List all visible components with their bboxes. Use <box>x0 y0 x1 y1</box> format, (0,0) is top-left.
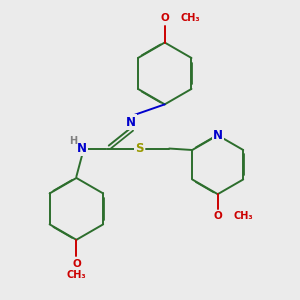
Text: H: H <box>69 136 77 146</box>
Text: CH₃: CH₃ <box>67 270 86 280</box>
Text: O: O <box>72 259 81 269</box>
Text: N: N <box>126 116 136 128</box>
Text: S: S <box>135 142 144 155</box>
Text: N: N <box>213 129 223 142</box>
Text: CH₃: CH₃ <box>234 211 254 221</box>
Text: O: O <box>213 211 222 221</box>
Text: CH₃: CH₃ <box>181 13 200 23</box>
Text: O: O <box>160 13 169 23</box>
Text: N: N <box>77 142 87 155</box>
